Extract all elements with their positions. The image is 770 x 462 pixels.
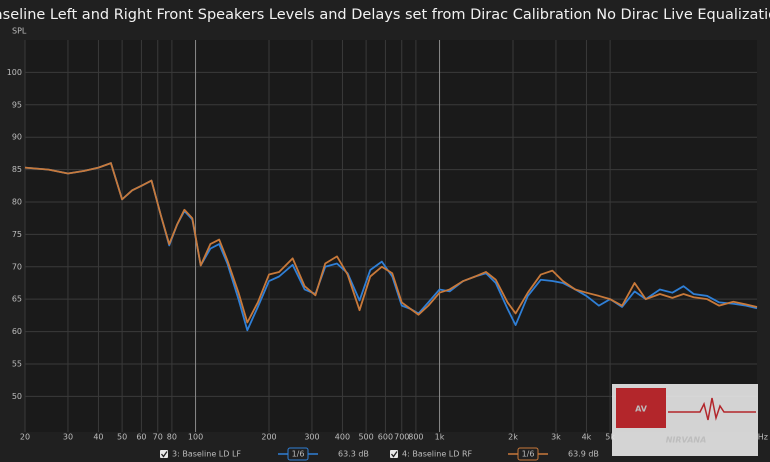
x-tick-label: 100 [188, 433, 203, 442]
y-tick-label: 85 [12, 165, 22, 174]
y-tick-label: 65 [12, 295, 22, 304]
legend-smoothing: 1/6 [522, 450, 535, 459]
legend-smoothing-box [287, 447, 309, 461]
chart-title: Baseline Left and Right Front Speakers L… [0, 7, 770, 23]
y-tick-label: 100 [7, 68, 22, 77]
x-tick-label: 2k [508, 433, 518, 442]
y-tick-label: 70 [12, 262, 22, 271]
y-tick-label: 90 [12, 133, 22, 142]
x-tick-label: 60 [136, 433, 146, 442]
legend-level: 63.3 dB [338, 450, 369, 459]
logo-nirvana: NIRVANA [666, 436, 707, 445]
logo-av-box [616, 388, 666, 428]
logo-wave [668, 397, 756, 421]
x-tick-label: 80 [167, 433, 177, 442]
legend-label: 4: Baseline LD RF [402, 450, 473, 459]
x-tick-label: 40 [93, 433, 103, 442]
logo: AV NIRVANA [612, 384, 758, 456]
y-axis-label: SPL [12, 27, 27, 36]
x-tick-label: 500 [358, 433, 373, 442]
x-tick-label: 4k [582, 433, 592, 442]
legend-label: 3: Baseline LD LF [172, 450, 241, 459]
x-tick-label: 70 [153, 433, 163, 442]
y-tick-label: 80 [12, 197, 22, 206]
x-tick-label: 3k [551, 433, 561, 442]
x-tick-label: 200 [261, 433, 276, 442]
x-tick-label: 600 [378, 433, 393, 442]
y-tick-label: 50 [12, 392, 22, 401]
x-tick-label: 20 [20, 433, 30, 442]
x-tick-label: 1k [435, 433, 445, 442]
y-tick-label: 75 [12, 230, 22, 239]
x-tick-label: 50 [117, 433, 127, 442]
logo-av: AV [635, 405, 648, 414]
y-tick-label: 95 [12, 100, 22, 109]
x-tick-label: 300 [304, 433, 319, 442]
legend-smoothing: 1/6 [292, 450, 305, 459]
x-tick-label: 800 [408, 433, 423, 442]
x-axis-unit: Hz [758, 433, 768, 442]
plot-area [25, 40, 757, 432]
legend-smoothing-box [517, 447, 539, 461]
legend-check [160, 451, 168, 458]
x-tick-label: 700 [394, 433, 409, 442]
series-line [24, 162, 758, 324]
legend-level: 63.9 dB [568, 450, 599, 459]
x-tick-label: 30 [63, 433, 73, 442]
legend-check [390, 451, 398, 458]
y-tick-label: 60 [12, 327, 22, 336]
x-tick-label: 400 [335, 433, 350, 442]
y-tick-label: 55 [12, 359, 22, 368]
x-tick-label: 5k [605, 433, 615, 442]
